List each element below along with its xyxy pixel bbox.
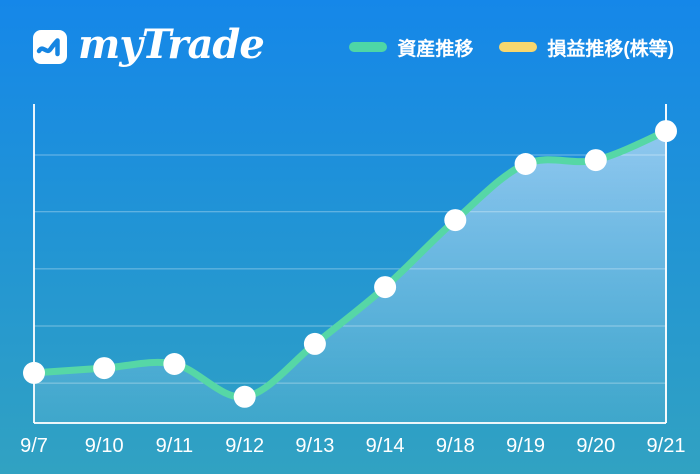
x-axis-label-9/13: 9/13 (295, 435, 334, 457)
data-point-9/11[interactable] (163, 353, 186, 375)
data-point-9/14[interactable] (374, 276, 397, 299)
data-point-9/13[interactable] (303, 332, 326, 355)
assets-line-swatch (349, 42, 388, 52)
data-point-9/10[interactable] (93, 357, 116, 380)
x-axis-label-9/10: 9/10 (85, 435, 124, 457)
x-axis-label-9/18: 9/18 (436, 435, 475, 457)
data-point-9/12[interactable] (233, 385, 256, 408)
legend-label-profit-loss: 損益推移(株等) (547, 38, 674, 60)
x-axis-label-9/21: 9/21 (647, 435, 686, 457)
area-fill (34, 131, 666, 423)
app-logo[interactable]: myTrade (33, 21, 265, 69)
mytrade-logo-icon (33, 30, 67, 64)
profit-loss-line-swatch (499, 42, 538, 52)
data-point-9/20[interactable] (584, 149, 607, 172)
x-axis-label-9/7: 9/7 (20, 435, 48, 457)
header: myTrade 資産推移 損益推移(株等) (0, 0, 700, 94)
x-axis-label-9/12: 9/12 (225, 435, 264, 457)
x-axis-label-9/19: 9/19 (506, 435, 545, 457)
x-axis-label-9/11: 9/11 (156, 435, 193, 457)
legend-item-assets[interactable]: 資産推移 (349, 34, 473, 61)
legend-label-assets: 資産推移 (397, 38, 474, 60)
app-logo-text: myTrade (78, 21, 265, 68)
legend-item-profit-loss[interactable]: 損益推移(株等) (499, 34, 674, 61)
data-point-9/21[interactable] (655, 120, 677, 143)
data-point-9/18[interactable] (444, 209, 467, 232)
data-point-9/19[interactable] (514, 153, 537, 175)
x-axis-label-9/20: 9/20 (576, 435, 615, 457)
assets-series-line (30, 127, 670, 401)
data-point-9/7[interactable] (23, 361, 45, 384)
x-axis-label-9/14: 9/14 (366, 435, 405, 457)
chart-legend: 資産推移 損益推移(株等) (349, 34, 674, 61)
